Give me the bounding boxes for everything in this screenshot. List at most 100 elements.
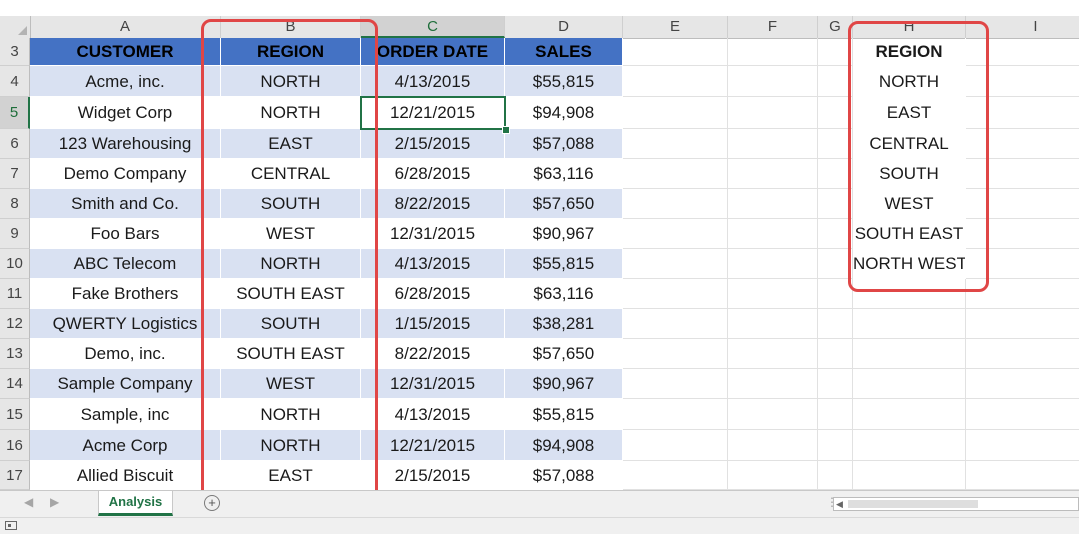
row-header-3[interactable]: 3 [0, 38, 30, 66]
table-cell-customer[interactable]: Allied Biscuit [30, 461, 221, 490]
table-cell-sales[interactable]: $55,815 [505, 249, 623, 279]
table-cell-order-date[interactable]: 1/15/2015 [361, 309, 505, 339]
column-header-i[interactable]: I [966, 16, 1079, 38]
row-header-8[interactable]: 8 [0, 189, 30, 219]
table-cell-customer[interactable]: Sample, inc [30, 399, 221, 430]
table-header-order-date[interactable]: ORDER DATE [361, 38, 505, 66]
table-cell-sales[interactable]: $94,908 [505, 430, 623, 461]
table-cell-order-date[interactable]: 8/22/2015 [361, 339, 505, 369]
table-cell-region[interactable]: NORTH [221, 66, 361, 97]
region-list-item[interactable]: SOUTH [853, 159, 966, 189]
region-list-item[interactable]: SOUTH EAST [853, 219, 966, 249]
table-cell-customer[interactable]: Demo Company [30, 159, 221, 189]
row-header-4[interactable]: 4 [0, 66, 30, 97]
table-cell-sales[interactable]: $63,116 [505, 159, 623, 189]
row-header-16[interactable]: 16 [0, 430, 30, 461]
table-cell-sales[interactable]: $57,088 [505, 129, 623, 159]
table-cell-region[interactable]: NORTH [221, 97, 361, 129]
column-header-b[interactable]: B [221, 16, 361, 38]
row-header-6[interactable]: 6 [0, 129, 30, 159]
table-cell-customer[interactable]: Sample Company [30, 369, 221, 399]
scroll-left-icon[interactable]: ◀ [836, 499, 843, 509]
row-header-15[interactable]: 15 [0, 399, 30, 430]
table-cell-customer[interactable]: Acme Corp [30, 430, 221, 461]
table-cell-region[interactable]: EAST [221, 461, 361, 490]
next-sheet-icon[interactable]: ▶ [50, 495, 60, 509]
table-cell-sales[interactable]: $57,088 [505, 461, 623, 490]
table-cell-customer[interactable]: Acme, inc. [30, 66, 221, 97]
table-cell-order-date[interactable]: 8/22/2015 [361, 189, 505, 219]
table-cell-region[interactable]: SOUTH [221, 309, 361, 339]
row-header-5[interactable]: 5 [0, 97, 30, 129]
table-cell-region[interactable]: SOUTH EAST [221, 339, 361, 369]
table-cell-customer[interactable]: Fake Brothers [30, 279, 221, 309]
row-header-14[interactable]: 14 [0, 369, 30, 399]
macro-record-icon[interactable] [5, 521, 17, 530]
table-cell-region[interactable]: NORTH [221, 399, 361, 430]
table-cell-region[interactable]: SOUTH [221, 189, 361, 219]
table-cell-order-date[interactable]: 12/31/2015 [361, 369, 505, 399]
table-cell-customer[interactable]: 123 Warehousing [30, 129, 221, 159]
table-cell-region[interactable]: SOUTH EAST [221, 279, 361, 309]
fill-handle[interactable] [502, 126, 510, 134]
row-header-17[interactable]: 17 [0, 461, 30, 490]
table-cell-sales[interactable]: $57,650 [505, 339, 623, 369]
table-cell-sales[interactable]: $63,116 [505, 279, 623, 309]
table-cell-region[interactable]: NORTH [221, 430, 361, 461]
table-cell-order-date[interactable]: 4/13/2015 [361, 66, 505, 97]
horizontal-scrollbar[interactable]: ◀ [833, 497, 1079, 511]
row-header-7[interactable]: 7 [0, 159, 30, 189]
table-cell-region[interactable]: NORTH [221, 249, 361, 279]
column-header-c[interactable]: C [361, 16, 505, 38]
table-cell-sales[interactable]: $55,815 [505, 399, 623, 430]
row-header-13[interactable]: 13 [0, 339, 30, 369]
region-list-item[interactable]: NORTH WEST [853, 249, 966, 279]
row-header-10[interactable]: 10 [0, 249, 30, 279]
table-cell-order-date[interactable]: 4/13/2015 [361, 399, 505, 430]
row-header-12[interactable]: 12 [0, 309, 30, 339]
column-header-h[interactable]: H [853, 16, 966, 38]
table-cell-customer[interactable]: Demo, inc. [30, 339, 221, 369]
table-cell-order-date[interactable]: 6/28/2015 [361, 279, 505, 309]
table-cell-sales[interactable]: $90,967 [505, 219, 623, 249]
table-cell-customer[interactable]: Widget Corp [30, 97, 221, 129]
table-cell-customer[interactable]: Smith and Co. [30, 189, 221, 219]
table-cell-region[interactable]: CENTRAL [221, 159, 361, 189]
table-header-customer[interactable]: CUSTOMER [30, 38, 221, 66]
table-cell-sales[interactable]: $90,967 [505, 369, 623, 399]
table-cell-order-date[interactable]: 12/21/2015 [361, 430, 505, 461]
prev-sheet-icon[interactable]: ◀ [24, 495, 34, 509]
table-header-region[interactable]: REGION [221, 38, 361, 66]
region-list-item[interactable]: WEST [853, 189, 966, 219]
table-cell-sales[interactable]: $55,815 [505, 66, 623, 97]
table-cell-order-date[interactable]: 6/28/2015 [361, 159, 505, 189]
table-cell-order-date[interactable]: 2/15/2015 [361, 129, 505, 159]
table-cell-order-date[interactable]: 4/13/2015 [361, 249, 505, 279]
region-list-item[interactable]: CENTRAL [853, 129, 966, 159]
row-header-9[interactable]: 9 [0, 219, 30, 249]
region-list-header[interactable]: REGION [853, 38, 966, 66]
table-cell-customer[interactable]: QWERTY Logistics [30, 309, 221, 339]
table-cell-region[interactable]: WEST [221, 369, 361, 399]
active-cell-c5[interactable] [360, 96, 506, 130]
region-list-item[interactable]: EAST [853, 97, 966, 129]
scrollbar-thumb[interactable] [848, 500, 978, 508]
column-header-d[interactable]: D [505, 16, 623, 38]
table-cell-sales[interactable]: $57,650 [505, 189, 623, 219]
add-sheet-button[interactable]: + [204, 495, 220, 511]
table-header-sales[interactable]: SALES [505, 38, 623, 66]
sheet-tab-analysis[interactable]: Analysis [98, 491, 173, 516]
table-cell-region[interactable]: WEST [221, 219, 361, 249]
table-cell-order-date[interactable]: 2/15/2015 [361, 461, 505, 490]
column-header-f[interactable]: F [728, 16, 818, 38]
row-header-11[interactable]: 11 [0, 279, 30, 309]
table-cell-order-date[interactable]: 12/31/2015 [361, 219, 505, 249]
region-list-item[interactable]: NORTH [853, 66, 966, 97]
table-cell-order-date[interactable]: 12/21/2015 [361, 97, 505, 129]
table-cell-sales[interactable]: $38,281 [505, 309, 623, 339]
column-header-e[interactable]: E [623, 16, 728, 38]
table-cell-region[interactable]: EAST [221, 129, 361, 159]
select-all-button[interactable] [0, 16, 31, 38]
table-cell-customer[interactable]: ABC Telecom [30, 249, 221, 279]
table-cell-customer[interactable]: Foo Bars [30, 219, 221, 249]
